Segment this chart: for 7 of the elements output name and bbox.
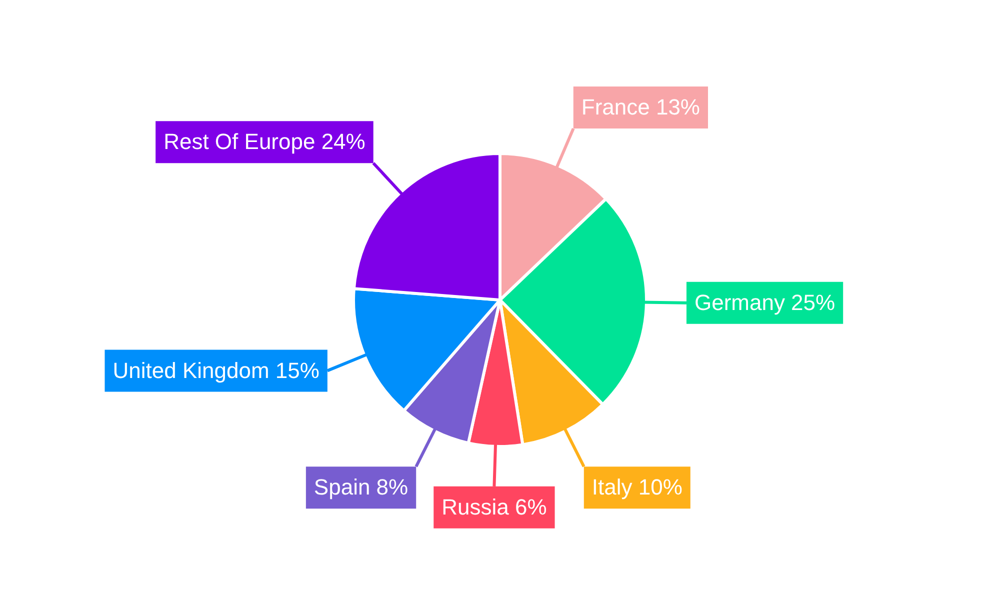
slice-label: Russia 6% — [442, 494, 547, 520]
slice-label: United Kingdom 15% — [112, 358, 320, 383]
slice-label: Italy 10% — [592, 474, 682, 500]
slice-label: Rest Of Europe 24% — [164, 129, 366, 154]
slice-label: Spain 8% — [314, 474, 408, 500]
slice-label: France 13% — [581, 94, 700, 120]
slice-label: Germany 25% — [694, 290, 836, 315]
